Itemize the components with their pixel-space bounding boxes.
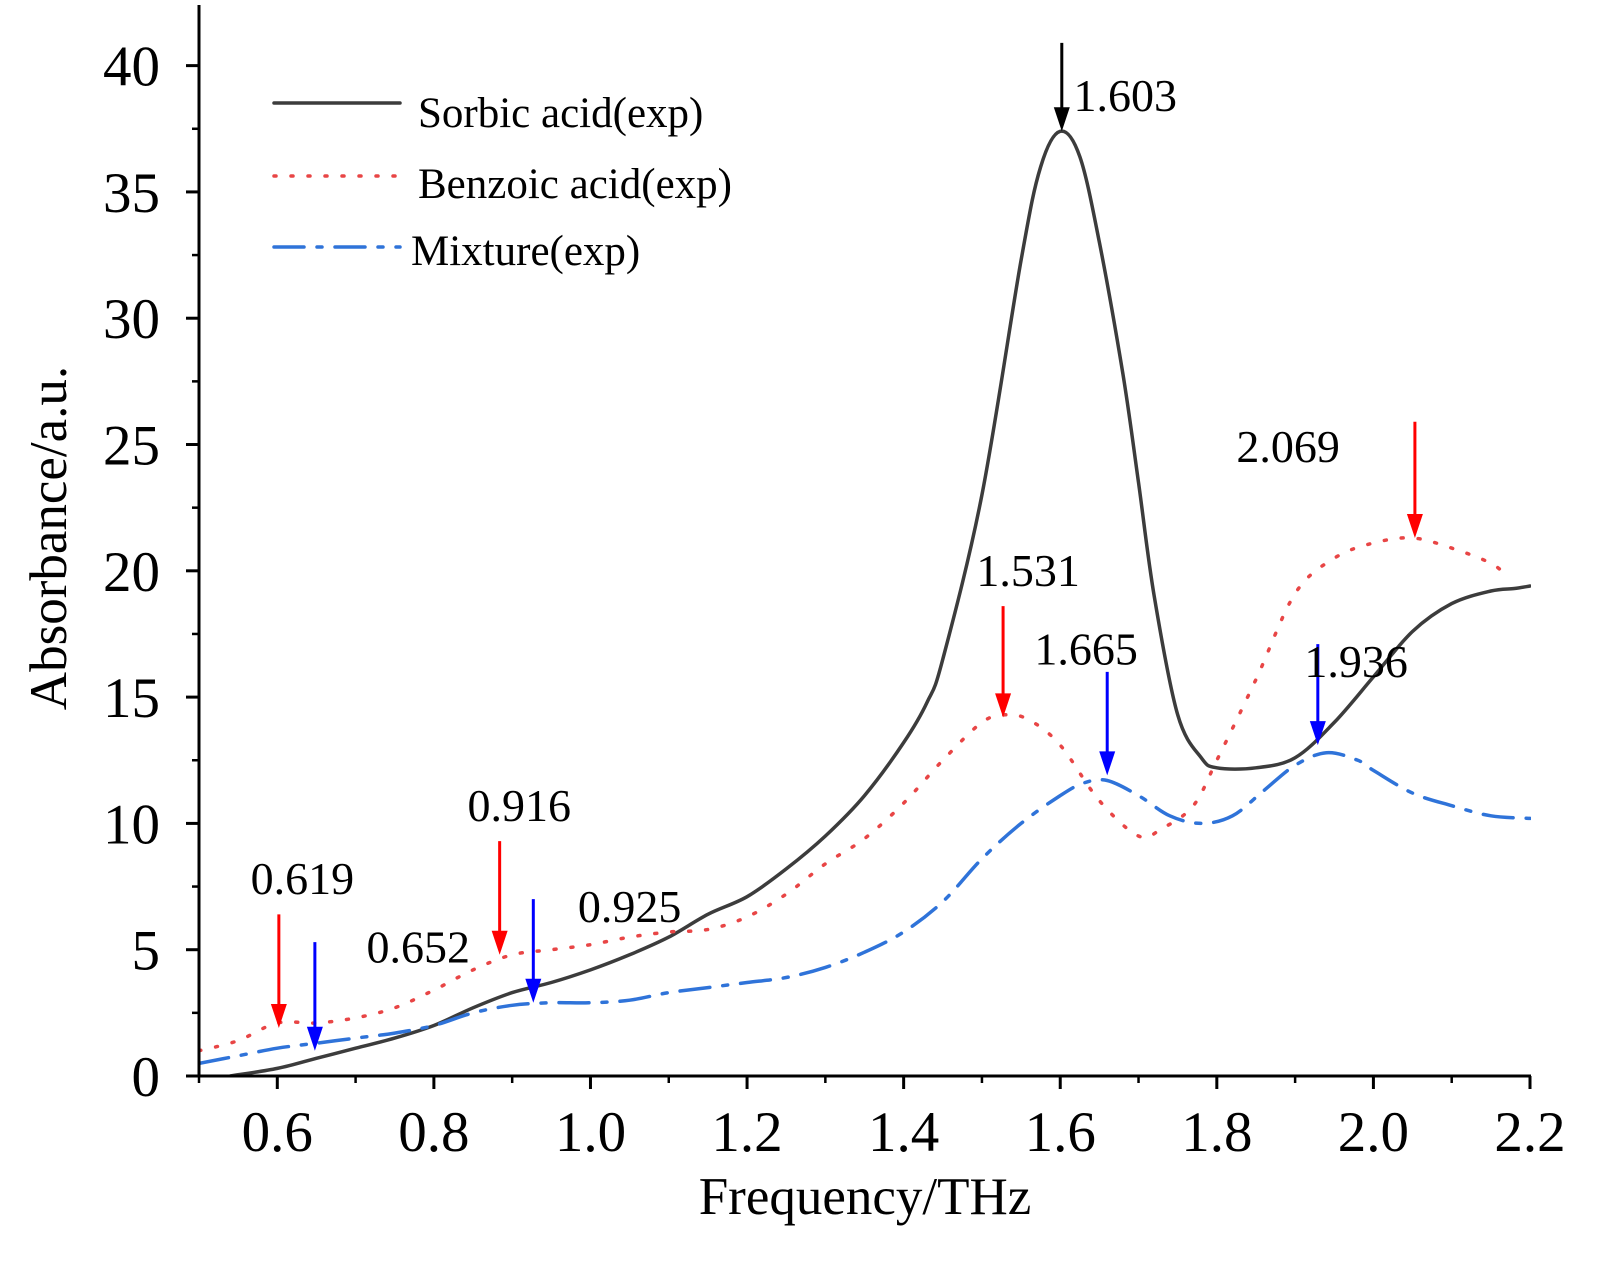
annotation-label: 0.652 xyxy=(366,921,470,972)
axes xyxy=(197,5,1531,1078)
x-tick-label: 2.2 xyxy=(1494,1101,1565,1164)
x-tick-label: 2.0 xyxy=(1338,1101,1409,1164)
annotation-label: 1.603 xyxy=(1073,70,1177,121)
annotation-arrow-head xyxy=(1099,751,1116,776)
annotation-label: 1.936 xyxy=(1304,636,1408,687)
peak-annotation: 0.652 xyxy=(306,921,470,1051)
series-line-1 xyxy=(199,536,1509,1053)
annotation-arrow-head xyxy=(525,978,542,1003)
annotation-arrow-head xyxy=(270,1004,287,1029)
y-tick-label: 20 xyxy=(103,541,160,604)
annotation-arrow-head xyxy=(995,693,1012,718)
y-tick-label: 25 xyxy=(103,415,160,478)
series-layer xyxy=(199,129,1531,1077)
y-tick-label: 35 xyxy=(103,162,160,225)
annotation-label: 0.916 xyxy=(467,780,571,831)
series-line-0 xyxy=(228,129,1531,1077)
x-tick-label: 0.6 xyxy=(242,1101,313,1164)
y-tick-label: 40 xyxy=(103,36,160,99)
annotation-label: 1.665 xyxy=(1034,623,1138,674)
annotation-label: 0.619 xyxy=(251,853,355,904)
annotation-arrow-head xyxy=(1309,721,1326,746)
y-tick-label: 5 xyxy=(132,920,161,983)
legend-label: Sorbic acid(exp) xyxy=(418,90,703,137)
x-tick-label: 1.6 xyxy=(1025,1101,1096,1164)
annotation-arrow-head xyxy=(1053,107,1070,132)
legend: Sorbic acid(exp) Benzoic acid(exp) Mixture… xyxy=(272,90,732,275)
peak-annotation: 1.603 xyxy=(1053,42,1177,132)
ticks: 0.6 0.8 1.0 1.2 1.4 1.6 1.8 2.0 2.2 0 5 10 15 20 25 30 3… xyxy=(103,36,1566,1164)
y-tick-label: 30 xyxy=(103,288,160,351)
legend-label: Mixture(exp) xyxy=(411,228,640,275)
peak-annotation: 1.936 xyxy=(1304,636,1408,746)
peak-annotation: 1.665 xyxy=(1034,623,1138,776)
series-line-2 xyxy=(199,750,1531,1066)
annotation-label: 0.925 xyxy=(578,881,682,932)
x-tick-label: 0.8 xyxy=(398,1101,469,1164)
legend-label: Benzoic acid(exp) xyxy=(418,161,732,208)
annotation-arrow-head xyxy=(491,930,508,955)
y-tick-label: 15 xyxy=(103,667,160,730)
annotation-label: 2.069 xyxy=(1236,421,1340,472)
x-tick-label: 1.2 xyxy=(711,1101,782,1164)
x-axis-label: Frequency/THz xyxy=(699,1168,1032,1226)
y-tick-label: 10 xyxy=(103,793,160,856)
peak-annotation: 2.069 xyxy=(1236,421,1423,538)
peak-annotation: 0.916 xyxy=(467,780,571,955)
x-tick-label: 1.8 xyxy=(1181,1101,1252,1164)
annotation-arrow-head xyxy=(1406,513,1423,538)
peak-annotation: 0.925 xyxy=(525,881,681,1003)
peak-annotation: 1.531 xyxy=(976,545,1080,718)
x-tick-label: 1.4 xyxy=(868,1101,939,1164)
y-axis-label: Absorbance/a.u. xyxy=(20,366,78,710)
annotation-label: 1.531 xyxy=(976,545,1080,596)
annotation-arrow-head xyxy=(306,1026,323,1051)
peak-annotation: 0.619 xyxy=(251,853,355,1029)
x-tick-label: 1.0 xyxy=(555,1101,626,1164)
y-tick-label: 0 xyxy=(132,1046,161,1109)
